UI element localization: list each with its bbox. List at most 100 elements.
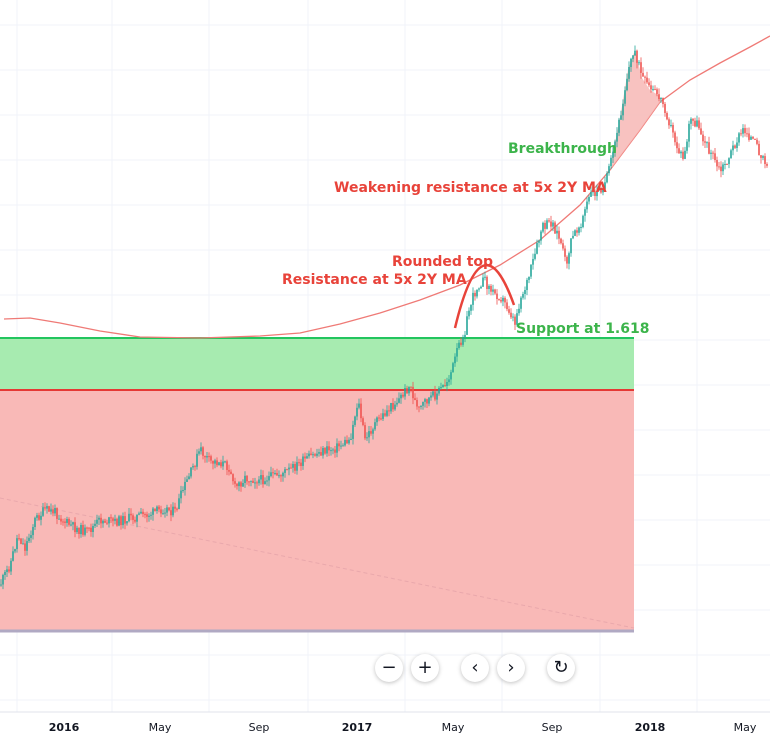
candle-body [664,103,666,113]
candle-body [444,385,446,387]
candle-body [224,461,226,463]
candle-body [580,227,582,228]
candle-body [766,164,768,166]
candle-body [566,256,568,264]
candle-body [202,447,204,456]
ma-crossover-fill [612,52,668,168]
candle-body [542,222,544,232]
candle-body [58,518,60,520]
candle-body [156,506,158,511]
candle-body [8,569,10,572]
candle-body [468,310,470,317]
candle-body [0,584,2,586]
candle-body [692,118,694,121]
candle-body [288,467,290,470]
candle-body [392,403,394,410]
candle-body [248,481,250,483]
candle-body [72,522,74,525]
x-tick-label: 2017 [342,721,373,734]
candle-body [642,72,644,77]
candle-body [226,461,228,470]
candle-body [544,222,546,229]
candle-body [708,142,710,154]
candle-body [420,405,422,407]
candle-body [128,513,130,522]
reset-button[interactable]: ↻ [547,654,575,682]
candle-body [286,469,288,471]
candle-body [84,527,86,535]
candle-body [572,235,574,239]
candle-body [640,62,642,73]
candle-body [638,62,640,64]
candle-body [760,155,762,158]
scroll-right-button[interactable]: › [497,654,525,682]
candle-body [422,401,424,406]
candle-body [450,372,452,380]
candle-body [686,141,688,151]
candle-body [734,145,736,148]
candle-body [466,316,468,335]
candle-body [282,472,284,477]
zoom-out-button[interactable]: − [375,654,403,682]
candle-body [176,508,178,510]
candle-body [746,133,748,135]
candle-body [186,479,188,482]
candle-body [208,456,210,458]
candle-body [624,90,626,104]
candle-body [266,480,268,482]
candle-body [564,248,566,257]
candle-body [732,145,734,151]
zoom-in-button[interactable]: + [411,654,439,682]
candle-body [36,515,38,518]
candle-body [254,482,256,484]
candle-body [486,276,488,289]
candle-body [190,467,192,477]
annotation-weakening-resistance: Weakening resistance at 5x 2Y MA [334,180,607,196]
candle-body [536,242,538,254]
candle-body [378,417,380,419]
candle-body [476,289,478,297]
candle-body [502,297,504,302]
candle-body [408,386,410,394]
candle-body [160,509,162,514]
candle-body [356,407,358,417]
x-tick-label: 2018 [635,721,666,734]
candle-body [256,482,258,484]
candle-body [684,150,686,159]
candle-body [688,123,690,142]
candle-body [556,230,558,234]
candle-body [650,85,652,90]
candle-body [16,538,18,550]
candle-body [394,404,396,410]
candle-body [388,410,390,412]
candle-body [4,571,6,575]
candle-body [102,520,104,524]
candle-body [754,138,756,140]
candle-body [590,192,592,197]
scroll-left-button[interactable]: ‹ [461,654,489,682]
candle-body [506,302,508,310]
candle-body [626,78,628,91]
candle-body [328,446,330,451]
candle-body [472,292,474,305]
candle-body [386,410,388,416]
candle-body [610,157,612,167]
candle-body [306,456,308,459]
candle-body [2,575,4,585]
candle-body [480,286,482,289]
x-tick-label: Sep [542,721,563,734]
candle-body [518,308,520,314]
candle-body [756,139,758,144]
candle-body [344,439,346,446]
candle-body [132,515,134,520]
candle-body [210,456,212,461]
candle-body [326,446,328,454]
candle-body [106,522,108,524]
candle-body [376,417,378,423]
candle-body [464,334,466,338]
candle-body [290,467,292,469]
candle-body [470,304,472,311]
candle-body [612,151,614,158]
candle-body [500,299,502,302]
